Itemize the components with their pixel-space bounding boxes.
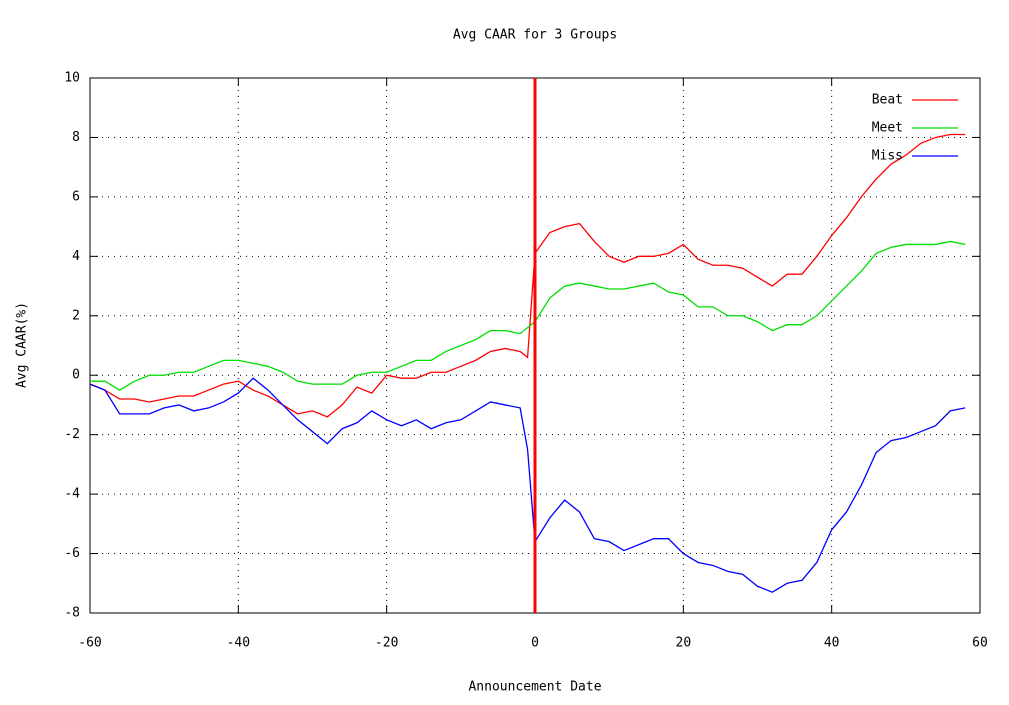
x-tick-label: 20 bbox=[676, 636, 692, 651]
y-tick-label: -4 bbox=[64, 487, 80, 502]
legend-label: Miss bbox=[872, 149, 903, 164]
x-tick-label: 40 bbox=[824, 636, 840, 651]
x-tick-label: 60 bbox=[972, 636, 988, 651]
y-axis-label: Avg CAAR(%) bbox=[15, 302, 30, 388]
x-tick-label: -60 bbox=[78, 636, 101, 651]
y-tick-label: 10 bbox=[64, 71, 80, 86]
x-axis-label: Announcement Date bbox=[468, 680, 601, 695]
series-line bbox=[89, 377, 966, 593]
legend-label: Beat bbox=[872, 93, 903, 108]
chart-title: Avg CAAR for 3 Groups bbox=[453, 28, 617, 43]
y-tick-label: 8 bbox=[72, 130, 80, 145]
y-tick-label: -2 bbox=[64, 427, 80, 442]
y-tick-label: -8 bbox=[64, 606, 80, 621]
y-tick-label: 6 bbox=[72, 189, 80, 204]
x-tick-label: -40 bbox=[227, 636, 250, 651]
y-tick-label: 4 bbox=[72, 249, 80, 264]
series-line bbox=[89, 133, 966, 418]
x-tick-label: -20 bbox=[375, 636, 398, 651]
y-tick-label: 0 bbox=[72, 368, 80, 383]
series-line bbox=[90, 240, 966, 391]
x-tick-label: 0 bbox=[531, 636, 539, 651]
legend-label: Meet bbox=[872, 121, 903, 136]
y-tick-label: -6 bbox=[64, 546, 80, 561]
y-tick-label: 2 bbox=[72, 308, 80, 323]
